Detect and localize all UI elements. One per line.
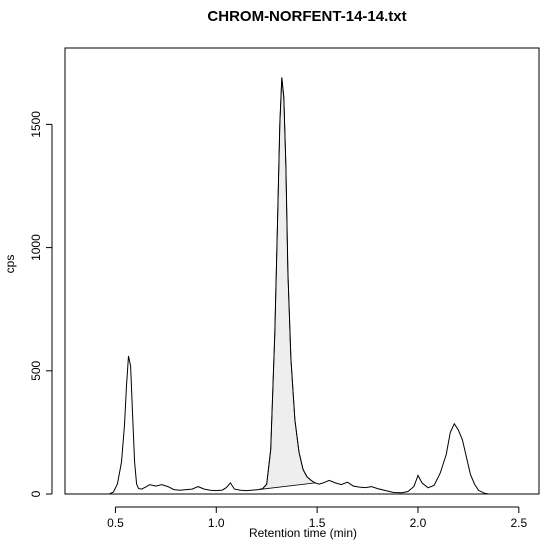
chart-title: CHROM-NORFENT-14-14.txt bbox=[207, 8, 406, 25]
x-axis-label: Retention time (min) bbox=[249, 526, 357, 540]
y-tick-label: 0 bbox=[29, 490, 43, 497]
x-tick-label: 1.5 bbox=[309, 516, 326, 530]
plot-frame bbox=[64, 47, 540, 495]
y-tick-label: 1500 bbox=[29, 111, 43, 138]
x-tick-label: 0.5 bbox=[107, 516, 124, 530]
x-axis: 0.5 1.0 1.5 2.0 2.5 bbox=[107, 506, 527, 530]
x-tick-label: 2.5 bbox=[510, 516, 527, 530]
y-axis: 0 500 1000 1500 bbox=[29, 111, 53, 497]
x-tick-label: 1.0 bbox=[208, 516, 225, 530]
plot-area bbox=[109, 77, 489, 495]
y-axis-label: cps bbox=[3, 255, 17, 274]
y-tick-label: 500 bbox=[29, 360, 43, 380]
y-tick-label: 1000 bbox=[29, 234, 43, 261]
x-tick-label: 2.0 bbox=[410, 516, 427, 530]
shaded-peak-region bbox=[258, 77, 317, 490]
chromatogram-trace bbox=[109, 77, 489, 495]
